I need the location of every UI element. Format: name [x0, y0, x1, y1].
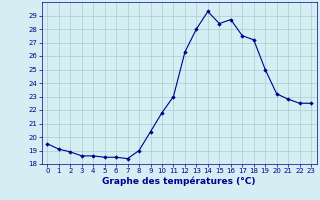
X-axis label: Graphe des températures (°C): Graphe des températures (°C) — [102, 177, 256, 186]
